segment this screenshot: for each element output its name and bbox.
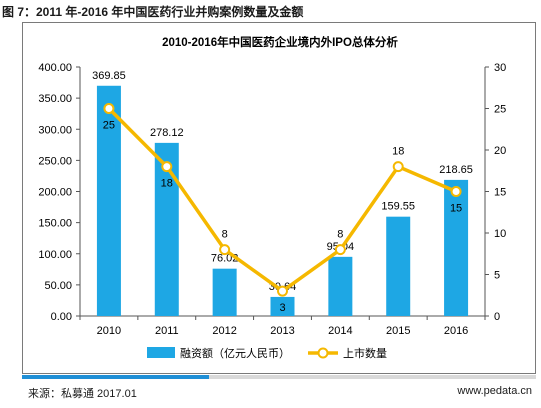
legend-bar-swatch bbox=[147, 347, 175, 358]
line-value-label: 25 bbox=[103, 120, 115, 132]
line-value-label: 8 bbox=[337, 229, 343, 241]
y-right-tick-label: 0 bbox=[494, 311, 500, 323]
line-marker bbox=[450, 186, 462, 197]
y-left-tick-label: 50.00 bbox=[44, 280, 72, 292]
y-left-tick-label: 350.00 bbox=[38, 93, 72, 105]
chart-title: 2010-2016年中国医药企业境内外IPO总体分析 bbox=[162, 35, 398, 49]
line-value-label: 3 bbox=[279, 302, 285, 314]
footer-divider bbox=[22, 375, 536, 379]
x-tick-label: 2016 bbox=[444, 325, 468, 337]
line-marker bbox=[103, 103, 115, 114]
line-value-label: 18 bbox=[161, 178, 173, 190]
line-series bbox=[103, 103, 462, 297]
combo-chart: 2010-2016年中国医药企业境内外IPO总体分析 0.00 50.00 100.… bbox=[38, 35, 506, 360]
y-left-tick-label: 300.00 bbox=[38, 124, 72, 136]
bar bbox=[386, 216, 411, 316]
y-left-tick-label: 400.00 bbox=[38, 62, 72, 74]
x-tick-label: 2011 bbox=[155, 325, 179, 337]
y-left-tick-label: 250.00 bbox=[38, 155, 72, 167]
line-marker bbox=[334, 244, 346, 256]
x-tick-label: 2010 bbox=[97, 325, 121, 337]
bar-value-label: 278.12 bbox=[150, 127, 184, 139]
y-right-tick-label: 25 bbox=[494, 104, 506, 116]
y-left-tick-label: 200.00 bbox=[38, 187, 72, 199]
x-tick-label: 2014 bbox=[328, 325, 352, 337]
y-right-tick-label: 30 bbox=[494, 62, 506, 74]
footer-divider-accent bbox=[22, 375, 209, 379]
chart-legend: 融资额（亿元人民币） 上市数量 bbox=[147, 346, 387, 360]
bar-value-label: 159.55 bbox=[381, 201, 415, 213]
line-value-label: 15 bbox=[450, 203, 462, 215]
x-tick-label: 2015 bbox=[386, 325, 410, 337]
y-right-tick-label: 20 bbox=[494, 145, 506, 157]
bar-series bbox=[96, 85, 469, 316]
legend-bar-label: 融资额（亿元人民币） bbox=[180, 347, 290, 360]
y-left-tick-label: 150.00 bbox=[38, 218, 72, 230]
bar bbox=[96, 85, 121, 316]
line-marker bbox=[392, 161, 404, 173]
y-right-tick-label: 15 bbox=[494, 187, 506, 199]
x-tick-label: 2013 bbox=[270, 325, 294, 337]
bar-value-label: 369.85 bbox=[92, 70, 126, 82]
line-value-label: 8 bbox=[222, 229, 228, 241]
bar bbox=[328, 256, 353, 316]
y-left-tick-label: 0.00 bbox=[51, 311, 72, 323]
legend-line-label: 上市数量 bbox=[343, 346, 387, 360]
line-data-labels: 25 18 8 3 8 18 15 bbox=[103, 120, 462, 315]
site-url: www.pedata.cn bbox=[457, 385, 532, 397]
bar bbox=[212, 268, 237, 316]
y-right-tick-label: 10 bbox=[494, 228, 506, 240]
x-tick-label: 2012 bbox=[212, 325, 236, 337]
chart-axes: 0.00 50.00 100.00 150.00 200.00 250.00 300.00 3… bbox=[38, 62, 506, 337]
line-marker bbox=[219, 244, 231, 256]
legend-line-marker bbox=[317, 347, 329, 359]
bar bbox=[270, 296, 295, 316]
figure-title: 图 7：2011 年-2016 年中国医药行业并购案例数量及金额 bbox=[2, 5, 304, 19]
line-marker bbox=[161, 161, 173, 173]
y-left-tick-label: 100.00 bbox=[38, 249, 72, 261]
line-value-label: 18 bbox=[392, 146, 404, 158]
bar bbox=[444, 179, 469, 316]
bar-value-label: 218.65 bbox=[439, 164, 473, 176]
line-marker bbox=[277, 285, 288, 297]
y-right-tick-label: 5 bbox=[494, 270, 500, 282]
source-note: 来源：私募通 2017.01 bbox=[28, 388, 137, 400]
